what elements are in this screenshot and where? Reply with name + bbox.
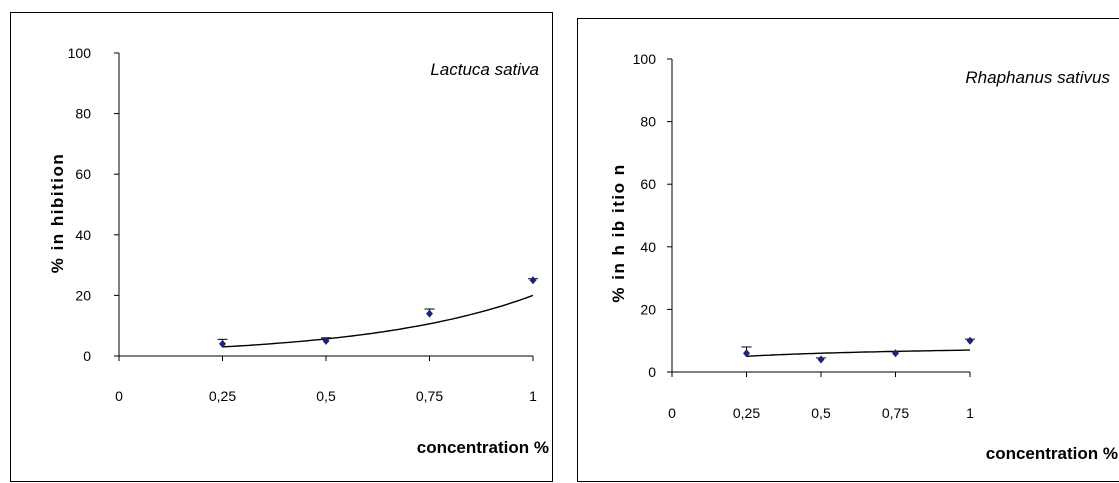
data-point [322,336,330,345]
y-axis-label: % in h ib itio n [609,163,628,302]
species-annotation: Lactuca sativa [430,60,539,79]
y-tick-label: 80 [75,106,91,122]
chart-rhaphanus: Rhaphanus sativus % in h ib itio n conce… [609,51,1118,463]
y-tick-label: 20 [75,287,91,303]
data-point [966,336,974,345]
chart-panel-lactuca: Lactuca sativa % in hibition concentrati… [10,12,553,482]
x-tick-label: 1 [529,388,537,404]
x-tick-label: 0,25 [733,405,760,421]
data-point [219,339,226,348]
y-tick-label: 80 [640,114,656,130]
chart-panel-rhaphanus: Rhaphanus sativus % in h ib itio n conce… [577,18,1119,482]
data-point [426,309,433,318]
chart-lactuca: Lactuca sativa % in hibition concentrati… [48,45,549,457]
species-annotation: Rhaphanus sativus [965,68,1110,87]
x-tick-label: 0 [115,388,123,404]
y-tick-label: 40 [75,227,91,243]
data-point [743,349,750,358]
x-tick-label: 0,75 [882,405,909,421]
y-tick-label: 40 [640,239,656,255]
x-tick-label: 1 [966,405,974,421]
y-tick-label: 100 [68,45,92,61]
data-point [892,349,899,358]
y-tick-label: 0 [83,348,91,364]
x-axis-label: concentration % [417,438,549,457]
x-tick-label: 0 [668,405,676,421]
y-tick-label: 60 [75,166,91,182]
y-axis-label: % in hibition [48,153,67,274]
x-tick-label: 0,5 [811,405,831,421]
data-point [817,355,825,364]
x-tick-label: 0,25 [209,388,236,404]
y-tick-label: 0 [648,364,656,380]
x-tick-label: 0,5 [316,388,336,404]
y-tick-label: 100 [633,51,657,67]
x-tick-label: 0,75 [416,388,443,404]
y-tick-label: 20 [640,301,656,317]
x-axis-label: concentration % [986,444,1118,463]
y-tick-label: 60 [640,176,656,192]
data-point [529,276,537,285]
trendline [746,349,970,358]
trendline [222,294,534,348]
